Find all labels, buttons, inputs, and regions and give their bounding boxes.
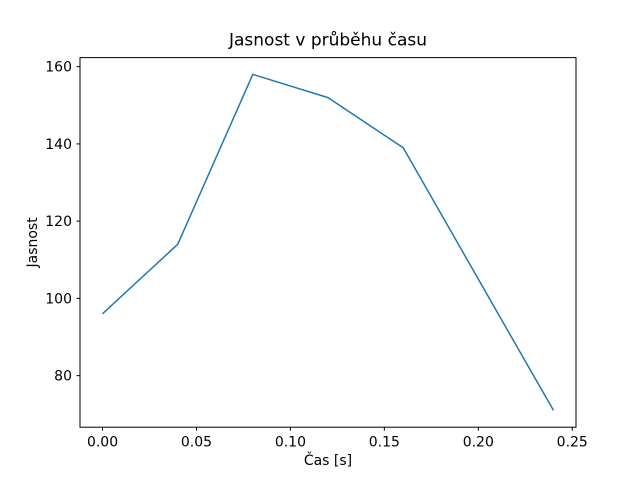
x-tick-label: 0.20 <box>463 435 494 451</box>
x-axis-ticks: 0.00 0.05 0.10 0.15 0.20 0.25 <box>87 427 588 451</box>
x-tick-label: 0.15 <box>369 435 400 451</box>
chart-title: Jasnost v průběhu času <box>228 31 427 51</box>
x-axis-label: Čas [s] <box>304 451 352 469</box>
plot-area <box>79 57 577 428</box>
y-tick-label: 140 <box>45 137 72 153</box>
x-tick-label: 0.05 <box>181 435 212 451</box>
y-tick-label: 100 <box>45 291 72 307</box>
y-axis-ticks: 80 100 120 140 160 <box>45 60 80 385</box>
series-line <box>101 73 555 411</box>
x-tick-label: 0.10 <box>275 435 306 451</box>
y-tick-label: 120 <box>45 214 72 230</box>
y-tick-label: 80 <box>54 369 72 385</box>
x-tick-label: 0.25 <box>557 435 588 451</box>
y-axis-label: Jasnost <box>25 217 41 269</box>
x-tick-label: 0.00 <box>87 435 118 451</box>
y-tick-label: 160 <box>45 60 72 76</box>
